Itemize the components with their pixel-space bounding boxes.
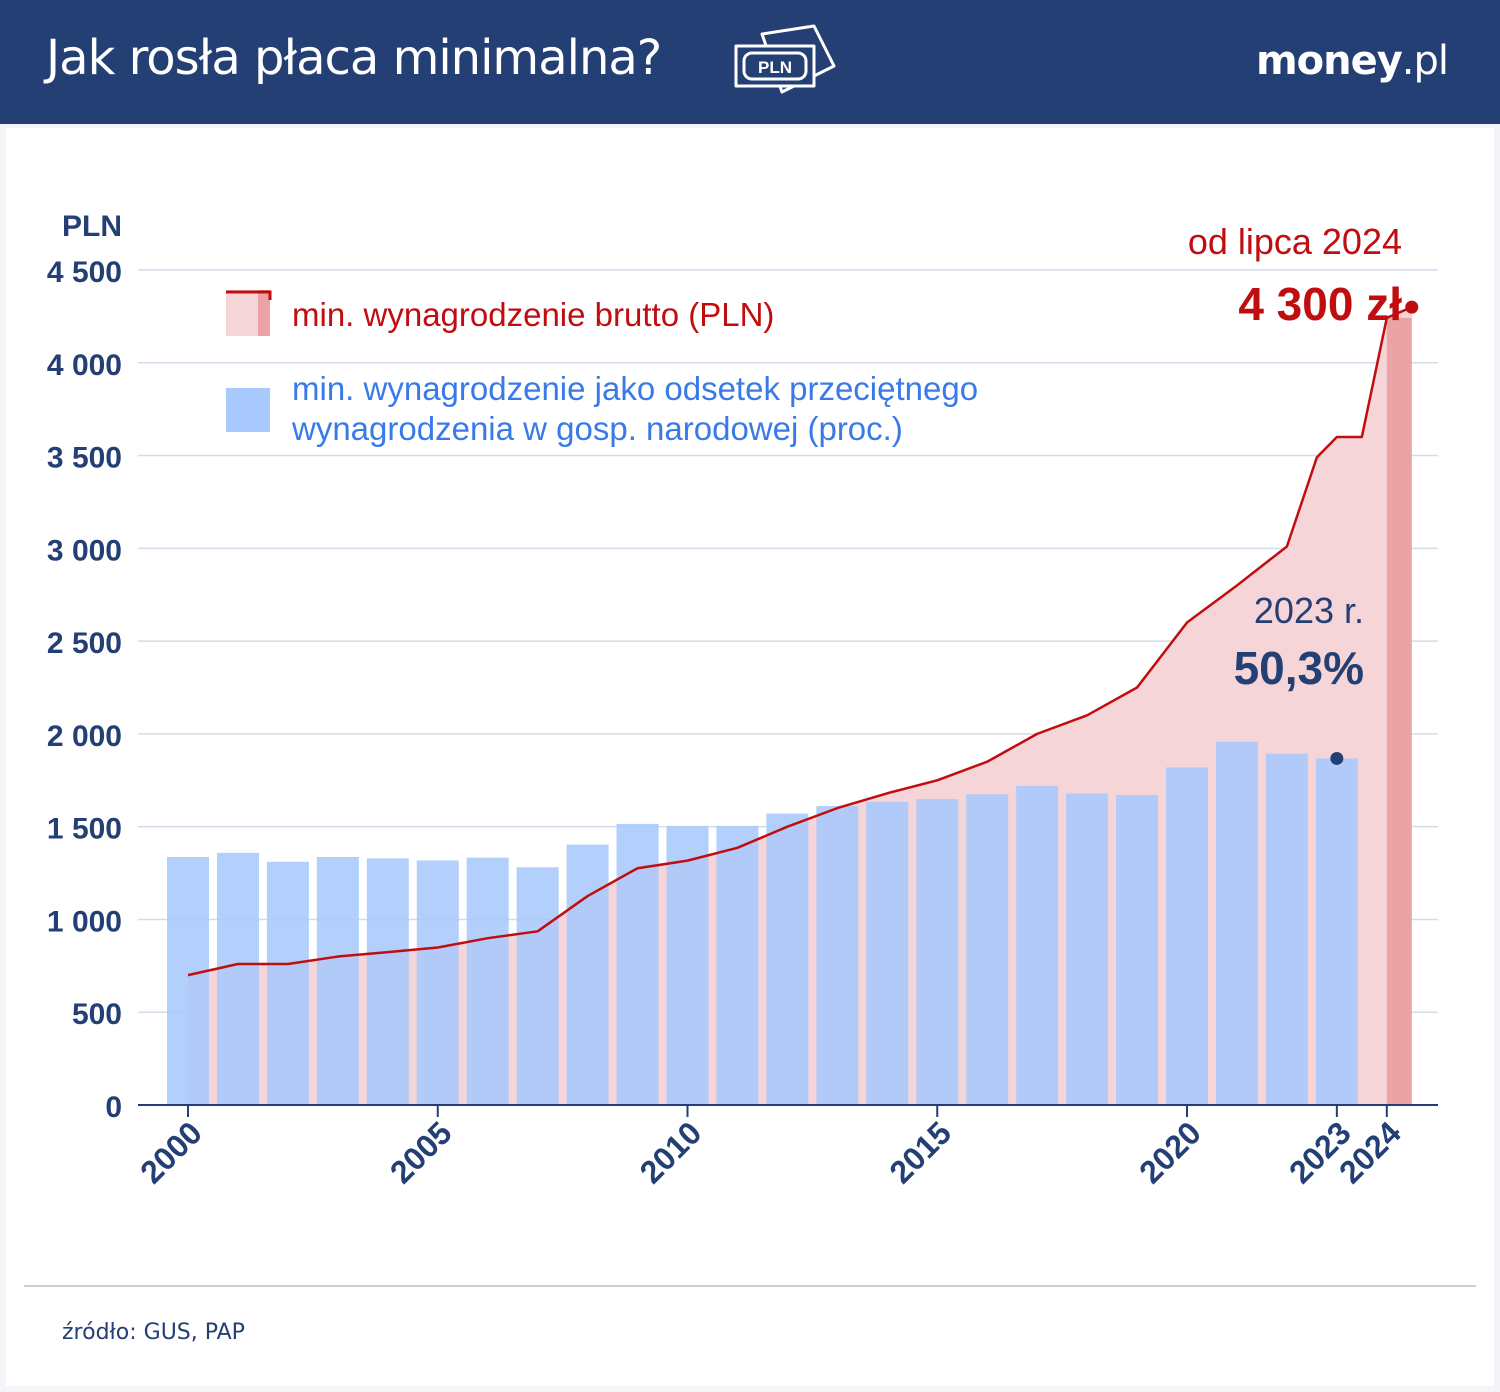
pct-2023-marker (1330, 751, 1344, 765)
banknote-icon-label: PLN (758, 58, 792, 77)
y-tick-label: 1 000 (47, 905, 122, 938)
pct-bar-2009 (616, 823, 659, 1105)
pct-bar-2010 (666, 825, 709, 1105)
logo-light: .pl (1401, 38, 1449, 84)
wage-endpoint-marker (1405, 300, 1419, 314)
chart-card: 0 500 1 000 1 500 2 000 2 500 3 000 3 500 4 000 4… (6, 128, 1494, 1386)
y-tick-label: 2 500 (47, 627, 122, 660)
logo: money.pl (1255, 38, 1449, 84)
pct-bar-2016 (966, 794, 1009, 1105)
legend-label-red: min. wynagrodzenie brutto (PLN) (292, 296, 774, 333)
y-tick-label: 0 (105, 1091, 122, 1124)
pct-bar-2011 (716, 825, 759, 1105)
x-tick-label: 2015 (882, 1114, 958, 1190)
source-note: źródło: GUS, PAP (62, 1320, 245, 1345)
banknote-icon: PLN (734, 24, 836, 94)
pct-bar-2003 (316, 856, 359, 1105)
header-bar: Jak rosła płaca minimalna? PLN money.pl (0, 0, 1500, 124)
pct-bar-2018 (1066, 793, 1109, 1105)
y-tick-label: 500 (72, 998, 122, 1031)
y-tick-label: 4 500 (47, 256, 122, 289)
annotation-red-caption: od lipca 2024 (1188, 221, 1402, 262)
pct-bar-2013 (816, 805, 859, 1105)
x-tick-label: 2000 (133, 1114, 209, 1190)
y-tick-label: 3 000 (47, 534, 122, 567)
legend-swatch-red-line (226, 290, 272, 300)
y-tick-label: 1 500 (47, 813, 122, 846)
pct-bar-2001 (216, 852, 259, 1105)
y-tick-label: 2 000 (47, 720, 122, 753)
legend-label-blue-line2: wynagrodzenia w gosp. narodowej (proc.) (291, 410, 903, 447)
pct-bar-2014 (866, 801, 909, 1105)
wage-line (187, 305, 1413, 977)
y-tick-label: 3 500 (47, 442, 122, 475)
legend-swatch-red-strip (258, 290, 270, 336)
x-tick-label: 2005 (383, 1114, 459, 1190)
minimum-wage-chart: 0 500 1 000 1 500 2 000 2 500 3 000 3 500 4 000 4… (47, 210, 1438, 1190)
pct-bar-2000 (167, 856, 209, 1105)
pct-bar-2007 (516, 867, 559, 1105)
y-axis-label: PLN (62, 210, 122, 243)
annotation-blue-value: 50,3% (1234, 642, 1364, 694)
logo-bold: money (1255, 38, 1403, 84)
pct-bar-2019 (1116, 794, 1159, 1105)
legend-swatch-blue (226, 388, 270, 432)
pct-bar-2005 (416, 860, 459, 1105)
bar-2024-highlight (1386, 317, 1412, 1106)
pct-bar-2017 (1016, 786, 1059, 1105)
page-title: Jak rosła płaca minimalna? (46, 30, 662, 86)
annotation-blue-caption: 2023 r. (1254, 590, 1364, 631)
y-tick-label: 4 000 (47, 349, 122, 382)
pct-bar-2008 (566, 844, 609, 1105)
pct-bar-2002 (266, 861, 309, 1105)
pct-bar-2021 (1215, 741, 1258, 1105)
pct-bar-2022 (1265, 753, 1308, 1105)
pct-bar-2020 (1166, 767, 1208, 1105)
pct-bar-2015 (916, 799, 959, 1105)
x-tick-label: 2010 (633, 1114, 709, 1190)
pct-bar-2004 (366, 858, 409, 1105)
pct-bar-2023 (1315, 758, 1358, 1105)
legend-label-blue-line1: min. wynagrodzenie jako odsetek przecięt… (292, 370, 978, 407)
annotation-red-value: 4 300 zł (1238, 278, 1402, 330)
footer-divider (24, 1285, 1476, 1287)
pct-bar-2012 (766, 813, 809, 1105)
x-tick-label: 2020 (1132, 1114, 1208, 1190)
pct-bar-2006 (466, 857, 509, 1105)
